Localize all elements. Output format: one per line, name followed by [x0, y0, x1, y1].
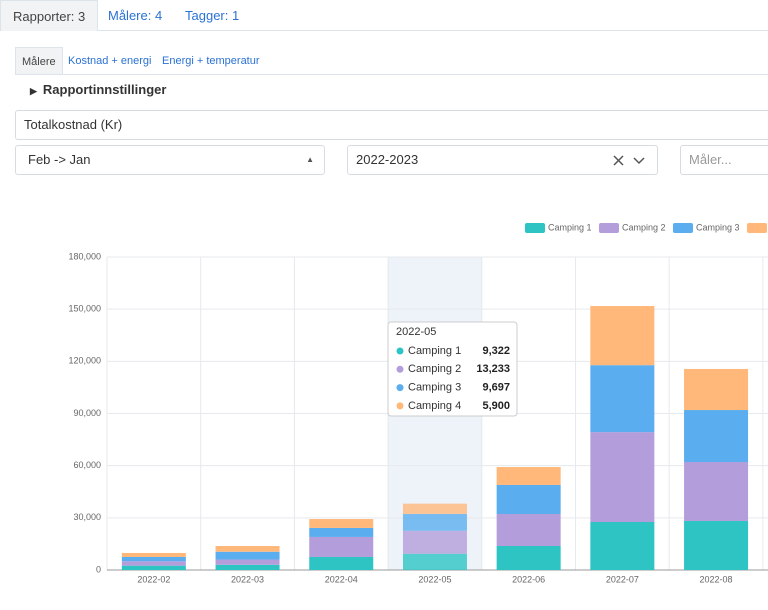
chevron-icon[interactable]: [633, 157, 645, 165]
y-tick-label: 30,000: [73, 512, 101, 522]
bar-segment: [215, 546, 280, 552]
caret: ▶: [30, 86, 37, 96]
bar-segment: [215, 551, 280, 560]
bar-segment: [684, 520, 749, 570]
x-tick-label: 2022-05: [418, 574, 451, 584]
bar-segment: [496, 484, 561, 515]
tab-bar: [0, 0, 768, 31]
settings-label: Rapportinnstillinger: [42, 82, 167, 97]
y-tick-label: 90,000: [73, 408, 101, 418]
meter-select[interactable]: Måler...: [680, 145, 768, 175]
x-tick-label: 2022-02: [137, 574, 170, 584]
year-select[interactable]: 2022-2023: [347, 145, 658, 175]
bar-segment: [402, 503, 467, 514]
x-tick-label: 2022-08: [700, 574, 733, 584]
bar-segment: [121, 561, 186, 566]
metric-select[interactable]: Totalkostnad (Kr): [15, 110, 768, 140]
bar-segment: [309, 556, 374, 570]
bar-segment: [496, 467, 561, 485]
bar-segment: [402, 553, 467, 570]
bar-segment: [121, 565, 186, 570]
tooltip-value: 13,233: [476, 363, 510, 375]
bar-segment: [121, 556, 186, 562]
tooltip-dot: [396, 402, 404, 410]
legend-swatch: [525, 223, 545, 233]
y-tick-label: 180,000: [68, 251, 101, 261]
tooltip-dot: [396, 365, 404, 373]
bar-segment: [309, 519, 374, 528]
select-icons: [613, 155, 645, 166]
subtab[interactable]: Energi + temperatur: [162, 55, 260, 67]
tooltip-name: Camping 2: [408, 363, 461, 375]
tooltip: 2022-05 Camping 1 9,322 Camping 2 13,233 Camp…: [387, 321, 518, 417]
legend-swatch: [747, 223, 767, 233]
tooltip-box: [387, 321, 518, 417]
tooltip-dot: [396, 347, 404, 355]
divider: [15, 74, 768, 75]
subtab[interactable]: Kostnad + energi: [68, 55, 152, 67]
bar-segment: [590, 306, 655, 366]
period-select[interactable]: Feb -> Jan ▲: [15, 145, 325, 175]
y-tick-label: 120,000: [68, 356, 101, 366]
legend-swatch: [599, 223, 619, 233]
legend-swatch: [673, 223, 693, 233]
bar-segment: [215, 559, 280, 565]
bar-segment: [590, 522, 655, 570]
bar-segment: [590, 432, 655, 523]
tooltip-dot: [396, 384, 404, 392]
bar-segment: [590, 365, 655, 433]
bar-segment: [309, 536, 374, 557]
year-value: 2022-2023: [356, 152, 419, 167]
bar-segment: [496, 514, 561, 547]
y-tick-label: 60,000: [73, 460, 101, 470]
tooltip-name: Camping 1: [408, 345, 461, 357]
tab[interactable]: Tagger: 1: [185, 8, 240, 23]
tooltip-value: 9,322: [482, 345, 510, 357]
tooltip-name: Camping 4: [408, 400, 461, 412]
y-tick-label: 0: [96, 564, 101, 574]
y-tick-label: 150,000: [68, 304, 101, 314]
tooltip-title: 2022-05: [396, 326, 436, 338]
legend-label: Camping 3: [696, 222, 740, 232]
tooltip-name: Camping 3: [408, 382, 461, 394]
bar-segment: [121, 552, 186, 557]
select-arrows: ▲: [306, 155, 314, 164]
tooltip-value: 9,697: [482, 382, 510, 394]
x-tick-label: 2022-07: [606, 574, 639, 584]
period-value: Feb -> Jan: [28, 152, 91, 167]
bar-segment: [309, 527, 374, 537]
x-tick-label: 2022-06: [512, 574, 545, 584]
chart: 0 30,000 60,000 90,000 120,000 150,000 180,000…: [68, 222, 768, 584]
tab[interactable]: Rapporter: 3: [0, 0, 99, 31]
tooltip-value: 5,900: [482, 400, 510, 412]
bar-segment: [402, 513, 467, 531]
bar-segment: [684, 462, 749, 521]
legend-label: Camping 2: [622, 222, 666, 232]
bar-segment: [215, 564, 280, 570]
bar-segment: [684, 410, 749, 463]
settings-toggle[interactable]: ▶ Rapportinnstillinger: [30, 82, 166, 97]
clear-icon[interactable]: [613, 155, 624, 166]
x-tick-label: 2022-04: [325, 574, 358, 584]
bar-segment: [402, 530, 467, 554]
legend-label: Camping 1: [548, 222, 592, 232]
subtab[interactable]: Målere: [15, 47, 63, 75]
x-tick-label: 2022-03: [231, 574, 264, 584]
bar-segment: [684, 368, 749, 411]
bar-segment: [496, 546, 561, 570]
tab[interactable]: Målere: 4: [108, 8, 163, 23]
